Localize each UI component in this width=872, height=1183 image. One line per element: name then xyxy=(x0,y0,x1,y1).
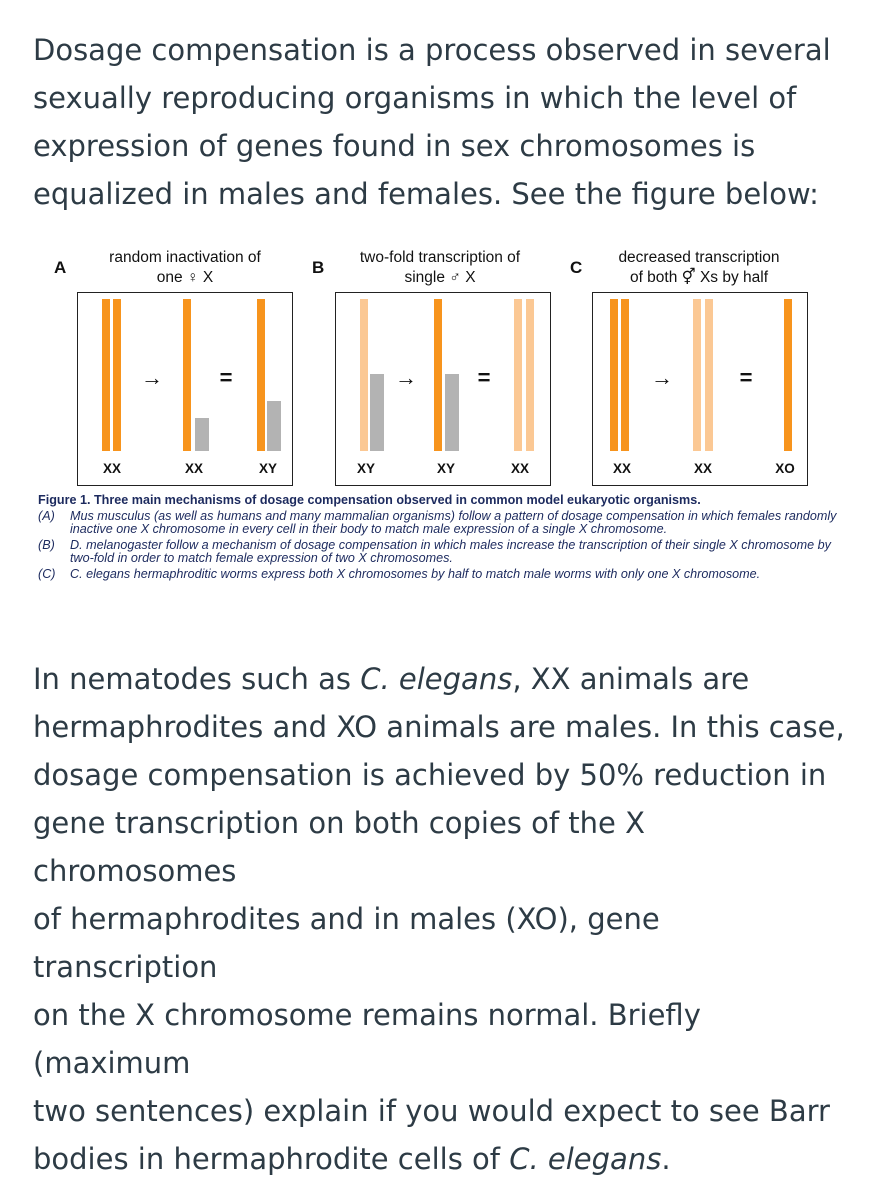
x-chromosome xyxy=(784,299,792,451)
caption-title: Figure 1. Three main mechanisms of dosag… xyxy=(38,493,701,507)
x-chromosome xyxy=(257,299,265,451)
half-x-chromosome xyxy=(526,299,534,451)
intro-line: expression of genes found in sex chromos… xyxy=(33,129,756,163)
half-x-chromosome xyxy=(693,299,701,451)
intro-line: equalized in males and females. See the … xyxy=(33,177,819,211)
equals-icon: = xyxy=(219,365,233,390)
half-x-chromosome xyxy=(705,299,713,451)
panel-a-letter: A xyxy=(54,258,67,277)
intro-line: sexually reproducing organisms in which … xyxy=(33,81,797,115)
genotype-label: XY xyxy=(436,461,456,476)
barr-body xyxy=(195,418,209,451)
genotype-label: XY xyxy=(258,461,278,476)
x-chromosome xyxy=(610,299,618,451)
panel-a-title: random inactivation of one ♀ X xyxy=(109,249,261,286)
genotype-label: XO xyxy=(775,461,795,476)
genotype-label: XX xyxy=(612,461,632,476)
intro-line: Dosage compensation is a process observe… xyxy=(33,33,831,67)
figure-caption: Figure 1. Three main mechanisms of dosag… xyxy=(38,493,858,583)
arrow-icon: → xyxy=(141,365,163,390)
panel-b-title: two-fold transcription of single ♂ X xyxy=(359,249,521,286)
half-x-chromosome xyxy=(514,299,522,451)
y-chromosome xyxy=(267,401,281,451)
x-chromosome xyxy=(113,299,121,451)
panel-c-title: decreased transcription of both ⚥ Xs by h… xyxy=(618,249,780,286)
half-x-chromosome xyxy=(360,299,368,451)
genotype-label: XY xyxy=(356,461,376,476)
x-chromosome xyxy=(183,299,191,451)
caption-item: (B) D. melanogaster follow a mechanism of… xyxy=(38,537,831,565)
y-chromosome xyxy=(445,374,459,451)
equals-icon: = xyxy=(739,365,753,390)
panel-b-letter: B xyxy=(312,258,325,277)
arrow-icon: → xyxy=(395,365,417,390)
genotype-label: XX xyxy=(510,461,530,476)
caption-item: (A) Mus musculus (as well as humans and m… xyxy=(38,508,837,536)
genotype-label: XX xyxy=(693,461,713,476)
genotype-label: XX xyxy=(102,461,122,476)
intro-paragraph: Dosage compensation is a process observe… xyxy=(33,26,853,218)
y-chromosome xyxy=(370,374,384,451)
x-chromosome xyxy=(102,299,110,451)
equals-icon: = xyxy=(477,365,491,390)
panel-c-letter: C xyxy=(570,258,583,277)
x-chromosome xyxy=(621,299,629,451)
x-chromosome xyxy=(434,299,442,451)
caption-item: (C) C. elegans hermaphroditic worms expre… xyxy=(38,566,761,581)
question-paragraph: In nematodes such as C. elegans, XX anim… xyxy=(33,662,845,1176)
arrow-icon: → xyxy=(651,365,673,390)
genotype-label: XX xyxy=(184,461,204,476)
